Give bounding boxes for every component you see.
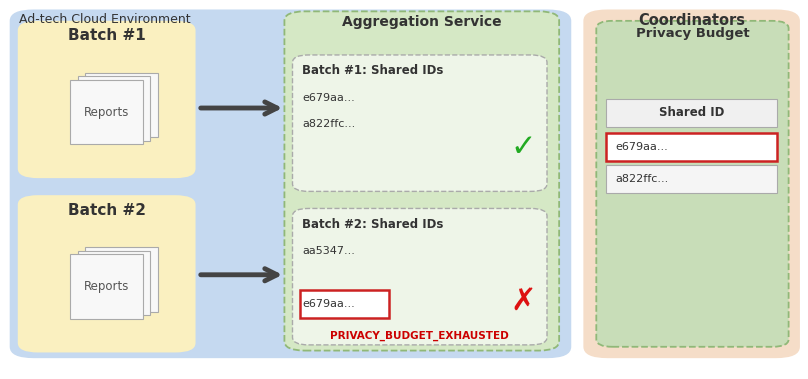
Text: ✗: ✗	[510, 287, 536, 316]
Text: Coordinators: Coordinators	[638, 13, 745, 28]
Text: e679aa...: e679aa...	[616, 142, 668, 152]
Text: a822ffc...: a822ffc...	[616, 174, 669, 184]
Text: Batch #1: Batch #1	[68, 28, 145, 44]
Text: Shared ID: Shared ID	[659, 106, 724, 119]
Text: Aggregation Service: Aggregation Service	[342, 15, 502, 29]
FancyBboxPatch shape	[596, 21, 789, 347]
Text: a822ffc...: a822ffc...	[302, 119, 356, 129]
Bar	[606, 133, 777, 161]
Text: Batch #2: Batch #2	[68, 203, 145, 218]
FancyBboxPatch shape	[78, 251, 150, 315]
FancyBboxPatch shape	[78, 77, 150, 141]
Text: Ad-tech Cloud Environment: Ad-tech Cloud Environment	[19, 13, 191, 26]
FancyBboxPatch shape	[18, 195, 196, 352]
FancyBboxPatch shape	[70, 254, 143, 319]
Bar	[606, 165, 777, 193]
Text: e679aa...: e679aa...	[302, 299, 355, 309]
Text: e679aa...: e679aa...	[302, 93, 355, 103]
Text: ✓: ✓	[510, 133, 536, 162]
FancyBboxPatch shape	[583, 9, 800, 358]
Text: aa5347...: aa5347...	[302, 246, 355, 256]
FancyBboxPatch shape	[70, 80, 143, 144]
FancyBboxPatch shape	[10, 9, 571, 358]
Text: Reports: Reports	[84, 106, 129, 119]
Text: Reports: Reports	[84, 280, 129, 293]
Text: Batch #2: Shared IDs: Batch #2: Shared IDs	[302, 218, 444, 231]
FancyBboxPatch shape	[284, 11, 559, 351]
Bar	[606, 99, 777, 127]
Text: Privacy Budget: Privacy Budget	[636, 27, 749, 39]
FancyBboxPatch shape	[85, 73, 158, 138]
FancyBboxPatch shape	[18, 21, 196, 178]
FancyBboxPatch shape	[292, 55, 547, 191]
FancyBboxPatch shape	[292, 208, 547, 345]
Text: PRIVACY_BUDGET_EXHAUSTED: PRIVACY_BUDGET_EXHAUSTED	[330, 331, 509, 341]
Bar	[300, 290, 389, 318]
Text: Batch #1: Shared IDs: Batch #1: Shared IDs	[302, 64, 444, 77]
FancyBboxPatch shape	[85, 247, 158, 312]
